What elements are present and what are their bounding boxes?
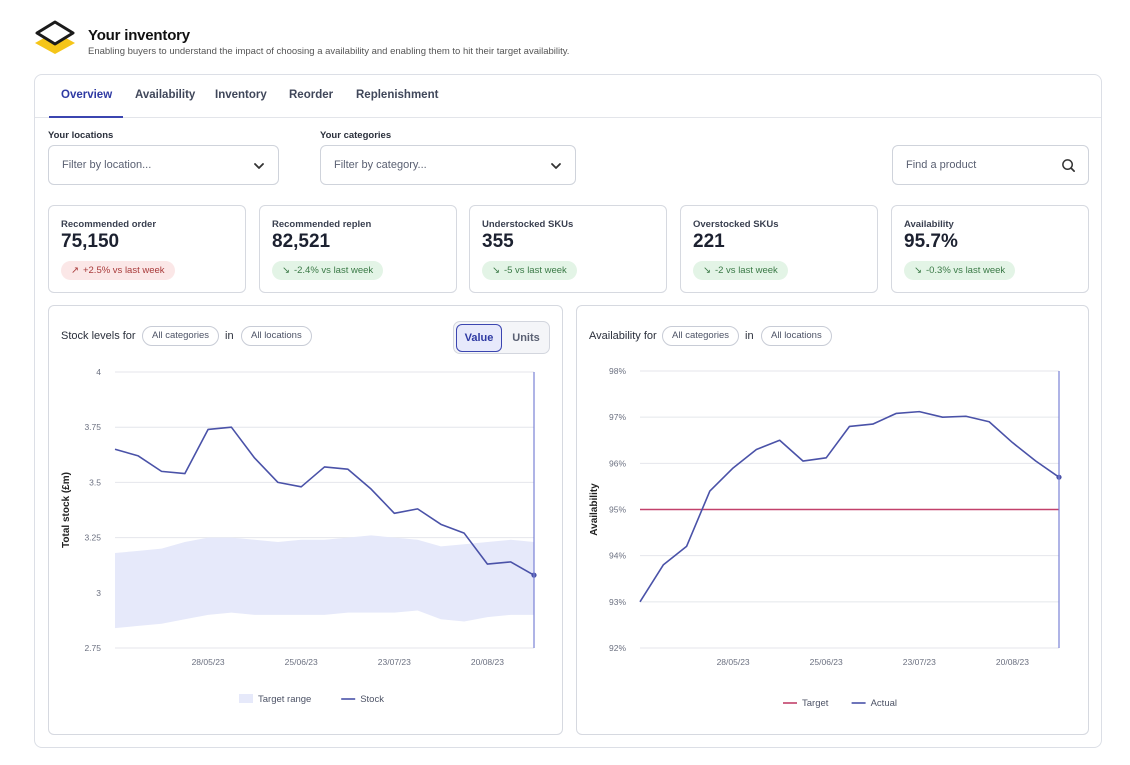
trend-down-icon: ↘ [703,265,711,276]
y-tick-label: 92% [609,643,626,653]
toggle-units-button[interactable]: Units [512,332,540,344]
kpi-value: 75,150 [61,231,120,252]
stock-levels-panel: Stock levels for All categories in All l… [48,305,563,735]
tab-bar: Overview Availability Inventory Reorder … [35,75,1101,118]
legend-label: Target range [258,694,311,705]
toggle-value-button[interactable]: Value [456,324,502,352]
value-units-toggle: Value Units [453,321,550,354]
y-tick-label: 3.5 [89,477,101,487]
tab-replenishment[interactable]: Replenishment [356,89,439,101]
kpi-value: 355 [482,231,514,252]
y-tick-label: 94% [609,551,626,561]
trend-badge: ↗ +2.5% vs last week [61,261,175,280]
y-tick-label: 98% [609,366,626,376]
trend-badge: ↘ -5 vs last week [482,261,577,280]
availability-category-chip[interactable]: All categories [662,326,740,346]
kpi-title: Recommended order [61,219,157,230]
product-search-input[interactable]: Find a product [892,145,1089,185]
tab-reorder[interactable]: Reorder [289,89,334,101]
trend-down-icon: ↘ [282,265,290,276]
y-tick-label: 3.25 [84,533,101,543]
stock-category-chip[interactable]: All categories [142,326,220,346]
kpi-recommended-replen: Recommended replen 82,521 ↘ -2.4% vs last… [259,205,457,293]
x-tick-label: 28/05/23 [192,657,225,667]
x-tick-label: 28/05/23 [717,657,750,667]
location-filter-select[interactable]: Filter by location... [48,145,279,185]
kpi-availability: Availability 95.7% ↘ -0.3% vs last week [891,205,1089,293]
page-header: Your inventory Enabling buyers to unders… [33,20,733,64]
stock-in-text: in [225,330,234,342]
stock-location-chip[interactable]: All locations [241,326,312,346]
active-tab-indicator [49,116,123,118]
y-tick-label: 96% [609,458,626,468]
availability-panel-title: Availability for [589,330,657,342]
x-tick-label: 20/08/23 [471,657,504,667]
legend-label: Actual [871,698,897,709]
legend-label: Stock [360,694,384,705]
kpi-value: 221 [693,231,725,252]
legend-label: Target [802,698,829,709]
trend-badge: ↘ -2 vs last week [693,261,788,280]
x-tick-label: 23/07/23 [378,657,411,667]
y-tick-label: 4 [96,367,101,377]
product-search-placeholder: Find a product [906,159,977,171]
location-filter-placeholder: Filter by location... [62,159,152,171]
x-tick-label: 23/07/23 [903,657,936,667]
search-icon[interactable] [1061,158,1076,173]
y-axis-label: Availability [589,483,600,536]
kpi-understocked-skus: Understocked SKUs 355 ↘ -5 vs last week [469,205,667,293]
locations-label: Your locations [48,130,114,141]
trend-down-icon: ↘ [914,265,922,276]
kpi-title: Understocked SKUs [482,219,574,230]
tab-availability[interactable]: Availability [135,89,196,101]
kpi-value: 82,521 [272,231,331,252]
trend-up-icon: ↗ [71,265,79,276]
y-tick-label: 2.75 [84,643,101,653]
series-line-stock [114,426,535,576]
stock-levels-chart: 4 3.75 3.5 3.25 3 2.75 28/05/23 25/06/23 23/07/2… [61,367,537,705]
page-subtitle: Enabling buyers to understand the impact… [88,46,570,57]
kpi-title: Overstocked SKUs [693,219,779,230]
x-tick-label: 25/06/23 [285,657,318,667]
trend-down-icon: ↘ [492,265,500,276]
y-tick-label: 3 [96,588,101,598]
kpi-title: Availability [904,219,954,230]
series-line-actual [639,410,1060,603]
y-tick-label: 93% [609,597,626,607]
inventory-logo-icon [35,20,75,54]
kpi-title: Recommended replen [272,219,372,230]
tab-overview[interactable]: Overview [61,89,113,101]
x-tick-label: 25/06/23 [810,657,843,667]
y-tick-label: 97% [609,412,626,422]
page-title: Your inventory [88,27,190,44]
legend-swatch [239,694,253,703]
tab-inventory[interactable]: Inventory [215,89,267,101]
category-filter-select[interactable]: Filter by category... [320,145,576,185]
x-tick-label: 20/08/23 [996,657,1029,667]
availability-in-text: in [745,330,754,342]
trend-badge: ↘ -2.4% vs last week [272,261,384,280]
categories-label: Your categories [320,130,392,141]
availability-panel: Availability for All categories in All l… [576,305,1089,735]
y-axis-label: Total stock (£m) [61,472,72,548]
y-tick-label: 3.75 [84,422,101,432]
stock-panel-title: Stock levels for [61,330,136,342]
target-range-band [115,535,534,629]
kpi-recommended-order: Recommended order 75,150 ↗ +2.5% vs last … [48,205,246,293]
kpi-value: 95.7% [904,231,958,252]
availability-chart: 98% 97% 96% 95% 94% 93% 92% 28/05/23 25/06/23 23/… [589,366,1062,709]
trend-badge: ↘ -0.3% vs last week [904,261,1016,280]
y-tick-label: 95% [609,505,626,515]
inventory-card: Overview Availability Inventory Reorder … [34,74,1102,748]
category-filter-placeholder: Filter by category... [334,159,427,171]
availability-location-chip[interactable]: All locations [761,326,832,346]
kpi-overstocked-skus: Overstocked SKUs 221 ↘ -2 vs last week [680,205,878,293]
chevron-down-icon [551,163,561,169]
chevron-down-icon [254,163,264,169]
